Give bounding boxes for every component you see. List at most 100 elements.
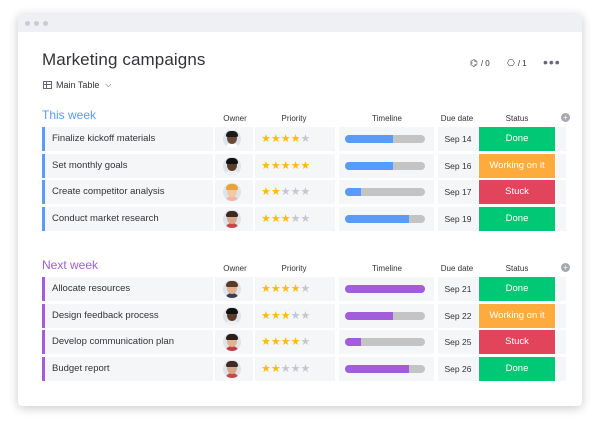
timeline-cell[interactable] xyxy=(339,206,434,231)
status-label[interactable]: Working on it xyxy=(479,303,555,328)
due-date-cell[interactable]: Sep 25 xyxy=(438,330,478,354)
main-table-view-button[interactable]: Main Table ⌵ xyxy=(43,80,111,90)
due-date-cell[interactable]: Sep 26 xyxy=(438,356,478,381)
star-icon[interactable]: ★ xyxy=(270,159,281,172)
group-title[interactable]: This week xyxy=(42,108,97,122)
priority-cell[interactable]: ★★★★★ xyxy=(255,180,335,204)
star-icon[interactable]: ★ xyxy=(270,133,281,145)
star-icon[interactable]: ★ xyxy=(290,362,301,375)
star-icon[interactable]: ★ xyxy=(280,362,291,375)
star-icon[interactable]: ★ xyxy=(300,362,311,375)
star-icon[interactable]: ★ xyxy=(300,283,311,295)
star-icon[interactable]: ★ xyxy=(300,309,311,322)
star-icon[interactable]: ★ xyxy=(261,133,271,145)
star-icon[interactable]: ★ xyxy=(300,186,311,198)
more-options-icon[interactable]: ••• xyxy=(543,54,561,70)
table-row[interactable]: Conduct market research ★★★★★ Sep 19 Done xyxy=(42,206,566,231)
priority-cell[interactable]: ★★★★★ xyxy=(255,356,335,381)
star-icon[interactable]: ★ xyxy=(270,362,281,375)
timeline-bar[interactable] xyxy=(345,311,425,320)
star-icon[interactable]: ★ xyxy=(261,336,271,348)
item-name[interactable]: Set monthly goals xyxy=(42,153,213,178)
integrations-button[interactable]: ⌬ / 0 xyxy=(470,56,490,70)
column-header-timeline[interactable]: Timeline xyxy=(372,264,402,273)
star-icon[interactable]: ★ xyxy=(300,212,311,225)
table-row[interactable]: Finalize kickoff materials ★★★★★ Sep 14 Don… xyxy=(42,127,566,151)
table-row[interactable]: Set monthly goals ★★★★★ Sep 16 Working on i… xyxy=(42,153,566,178)
owner-cell[interactable] xyxy=(215,356,253,381)
star-icon[interactable]: ★ xyxy=(261,283,271,295)
priority-cell[interactable]: ★★★★★ xyxy=(255,330,335,354)
priority-rating[interactable]: ★★★★★ xyxy=(261,180,310,204)
priority-cell[interactable]: ★★★★★ xyxy=(255,127,335,151)
star-icon[interactable]: ★ xyxy=(290,336,301,348)
column-header-owner[interactable]: Owner xyxy=(223,264,247,273)
item-name[interactable]: Create competitor analysis xyxy=(42,180,213,204)
column-header-status[interactable]: Status xyxy=(505,264,529,273)
column-header-timeline[interactable]: Timeline xyxy=(372,114,402,123)
star-icon[interactable]: ★ xyxy=(270,283,281,295)
star-icon[interactable]: ★ xyxy=(270,212,281,225)
timeline-cell[interactable] xyxy=(339,153,434,178)
owner-cell[interactable] xyxy=(215,277,253,301)
priority-cell[interactable]: ★★★★★ xyxy=(255,303,335,328)
star-icon[interactable]: ★ xyxy=(280,159,291,172)
timeline-bar[interactable] xyxy=(345,338,425,346)
star-icon[interactable]: ★ xyxy=(280,212,291,225)
star-icon[interactable]: ★ xyxy=(290,309,301,322)
star-icon[interactable]: ★ xyxy=(280,133,291,145)
item-name[interactable]: Finalize kickoff materials xyxy=(42,127,213,151)
star-icon[interactable]: ★ xyxy=(290,186,301,198)
timeline-cell[interactable] xyxy=(339,356,434,381)
star-icon[interactable]: ★ xyxy=(261,309,271,322)
star-icon[interactable]: ★ xyxy=(300,133,311,145)
due-date-cell[interactable]: Sep 14 xyxy=(438,127,478,151)
priority-cell[interactable]: ★★★★★ xyxy=(255,277,335,301)
priority-rating[interactable]: ★★★★★ xyxy=(261,304,310,328)
column-header-due-date[interactable]: Due date xyxy=(440,114,474,123)
timeline-bar[interactable] xyxy=(345,214,425,223)
owner-cell[interactable] xyxy=(215,330,253,354)
priority-rating[interactable]: ★★★★★ xyxy=(261,154,310,178)
table-row[interactable]: Allocate resources ★★★★★ Sep 21 Done xyxy=(42,277,566,301)
star-icon[interactable]: ★ xyxy=(270,309,281,322)
star-icon[interactable]: ★ xyxy=(261,159,271,172)
column-header-status[interactable]: Status xyxy=(505,114,529,123)
star-icon[interactable]: ★ xyxy=(280,186,291,198)
status-label[interactable]: Done xyxy=(479,127,555,151)
column-header-priority[interactable]: Priority xyxy=(281,114,307,123)
due-date-cell[interactable]: Sep 19 xyxy=(438,206,478,231)
add-column-icon[interactable]: + xyxy=(561,263,570,272)
priority-rating[interactable]: ★★★★★ xyxy=(261,207,310,231)
owner-cell[interactable] xyxy=(215,303,253,328)
star-icon[interactable]: ★ xyxy=(300,159,311,172)
star-icon[interactable]: ★ xyxy=(261,212,271,225)
owner-cell[interactable] xyxy=(215,153,253,178)
star-icon[interactable]: ★ xyxy=(300,336,311,348)
star-icon[interactable]: ★ xyxy=(280,309,291,322)
priority-cell[interactable]: ★★★★★ xyxy=(255,153,335,178)
timeline-bar[interactable] xyxy=(345,364,425,373)
table-row[interactable]: Design feedback process ★★★★★ Sep 22 Workin… xyxy=(42,303,566,328)
status-label[interactable]: Done xyxy=(479,356,555,381)
status-label[interactable]: Done xyxy=(479,206,555,231)
status-label[interactable]: Stuck xyxy=(479,180,555,204)
item-name[interactable]: Design feedback process xyxy=(42,303,213,328)
star-icon[interactable]: ★ xyxy=(280,336,291,348)
star-icon[interactable]: ★ xyxy=(290,159,301,172)
priority-cell[interactable]: ★★★★★ xyxy=(255,206,335,231)
table-row[interactable]: Budget report ★★★★★ Sep 26 Done xyxy=(42,356,566,381)
owner-cell[interactable] xyxy=(215,127,253,151)
item-name[interactable]: Budget report xyxy=(42,356,213,381)
timeline-cell[interactable] xyxy=(339,180,434,204)
column-header-due-date[interactable]: Due date xyxy=(440,264,474,273)
star-icon[interactable]: ★ xyxy=(290,133,301,145)
timeline-cell[interactable] xyxy=(339,127,434,151)
star-icon[interactable]: ★ xyxy=(270,336,281,348)
item-name[interactable]: Conduct market research xyxy=(42,206,213,231)
column-header-priority[interactable]: Priority xyxy=(281,264,307,273)
table-row[interactable]: Create competitor analysis ★★★★★ Sep 17 Stu… xyxy=(42,180,566,204)
priority-rating[interactable]: ★★★★★ xyxy=(261,330,310,354)
timeline-cell[interactable] xyxy=(339,330,434,354)
status-label[interactable]: Stuck xyxy=(479,330,555,354)
